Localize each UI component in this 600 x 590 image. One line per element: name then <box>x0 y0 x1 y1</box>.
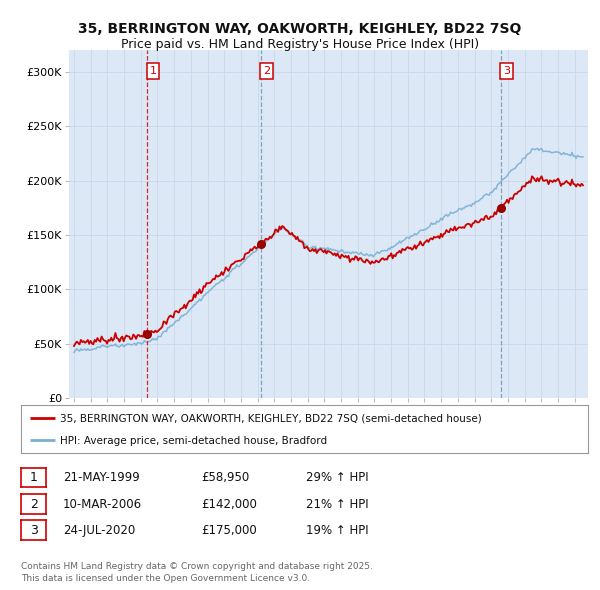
Text: 21% ↑ HPI: 21% ↑ HPI <box>306 498 368 511</box>
Text: 1: 1 <box>29 471 38 484</box>
Text: 3: 3 <box>503 66 510 76</box>
Text: 1: 1 <box>149 66 157 76</box>
Text: 24-JUL-2020: 24-JUL-2020 <box>63 524 135 537</box>
Text: 21-MAY-1999: 21-MAY-1999 <box>63 471 140 484</box>
Text: 35, BERRINGTON WAY, OAKWORTH, KEIGHLEY, BD22 7SQ: 35, BERRINGTON WAY, OAKWORTH, KEIGHLEY, … <box>79 22 521 37</box>
Text: 35, BERRINGTON WAY, OAKWORTH, KEIGHLEY, BD22 7SQ (semi-detached house): 35, BERRINGTON WAY, OAKWORTH, KEIGHLEY, … <box>59 413 481 423</box>
Text: 3: 3 <box>29 523 38 537</box>
Text: 10-MAR-2006: 10-MAR-2006 <box>63 498 142 511</box>
Text: £58,950: £58,950 <box>201 471 249 484</box>
Text: HPI: Average price, semi-detached house, Bradford: HPI: Average price, semi-detached house,… <box>59 435 326 445</box>
Text: Price paid vs. HM Land Registry's House Price Index (HPI): Price paid vs. HM Land Registry's House … <box>121 38 479 51</box>
Text: 19% ↑ HPI: 19% ↑ HPI <box>306 524 368 537</box>
Text: £175,000: £175,000 <box>201 524 257 537</box>
Text: 2: 2 <box>29 497 38 511</box>
Text: Contains HM Land Registry data © Crown copyright and database right 2025.
This d: Contains HM Land Registry data © Crown c… <box>21 562 373 583</box>
Text: 2: 2 <box>263 66 270 76</box>
Text: £142,000: £142,000 <box>201 498 257 511</box>
Text: 29% ↑ HPI: 29% ↑ HPI <box>306 471 368 484</box>
